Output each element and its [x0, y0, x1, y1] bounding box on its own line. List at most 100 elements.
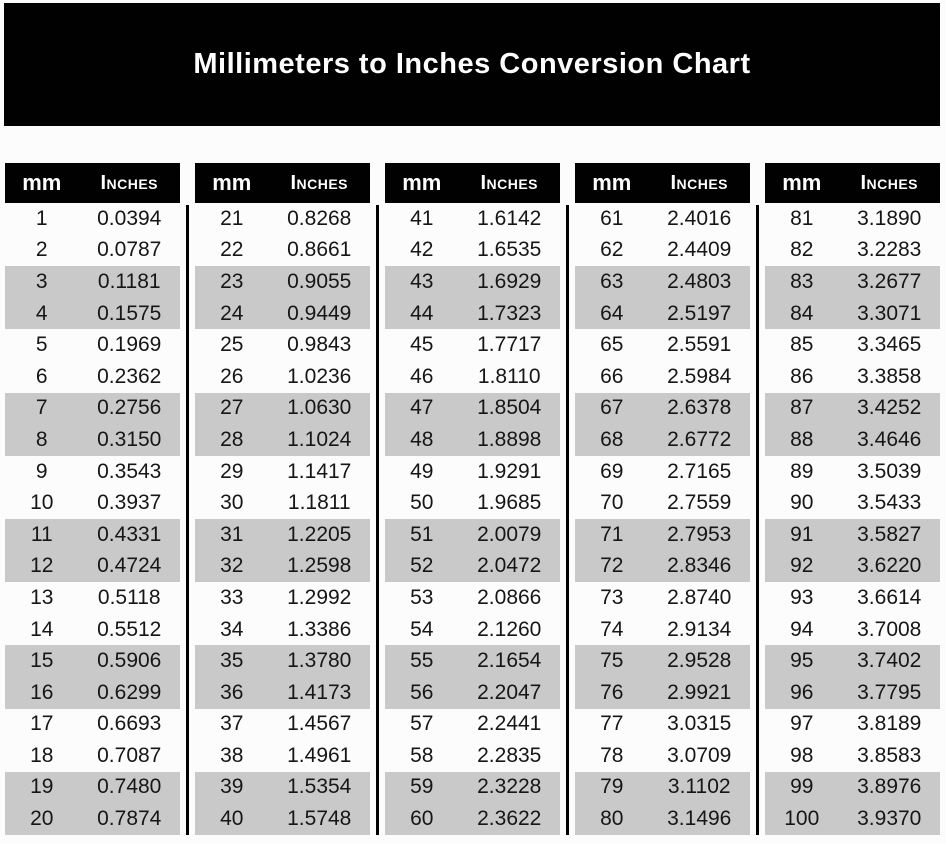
table-row: 49 1.9291: [385, 456, 560, 488]
table-row: 61 2.4016: [575, 203, 750, 235]
mm-cell: 90: [790, 491, 814, 515]
mm-cell: 32: [220, 554, 244, 578]
inches-cell: 2.1654: [477, 649, 542, 673]
table-row: 68 2.6772: [575, 424, 750, 456]
inches-cell: 1.6535: [477, 238, 542, 262]
inches-cell: 3.1102: [667, 775, 731, 799]
inches-cell: 1.5748: [287, 807, 352, 831]
inches-cell: 0.4724: [97, 554, 162, 578]
inches-cell: 3.1496: [667, 807, 732, 831]
table-row: 38 1.4961: [195, 740, 370, 772]
table-row: 18 0.7087: [5, 740, 180, 772]
table-row: 64 2.5197: [575, 297, 750, 330]
table-row: 62 2.4409: [575, 235, 750, 267]
table-row: 31 1.2205: [195, 518, 370, 551]
page-title: Millimeters to Inches Conversion Chart: [193, 48, 751, 80]
table-row: 37 1.4567: [195, 709, 370, 741]
table-row: 98 3.8583: [765, 740, 940, 772]
mm-cell: 28: [220, 427, 244, 451]
inches-cell: 3.6220: [857, 554, 922, 578]
inches-cell: 1.8110: [477, 364, 541, 388]
inches-cell: 3.0315: [667, 712, 732, 736]
mm-header-label: mm: [402, 170, 442, 195]
mm-cell: 43: [410, 269, 434, 293]
table-row: 17 0.6693: [5, 709, 180, 741]
inches-cell: 2.2441: [477, 712, 542, 736]
mm-cell: 21: [220, 206, 244, 230]
inches-cell: 1.4173: [287, 680, 352, 704]
column-group-header: mm Inches: [5, 163, 180, 203]
mm-cell: 65: [600, 333, 624, 357]
mm-cell: 75: [600, 649, 624, 673]
inches-cell: 0.9055: [287, 269, 352, 293]
mm-cell: 87: [790, 396, 814, 420]
table-row: 63 2.4803: [575, 266, 750, 298]
table-row: 45 1.7717: [385, 329, 560, 361]
mm-cell: 49: [410, 459, 434, 483]
mm-cell: 99: [790, 775, 814, 799]
mm-cell: 98: [790, 743, 814, 767]
mm-cell: 55: [410, 649, 434, 673]
inches-cell: 0.2756: [97, 396, 162, 420]
table-row: 30 1.1811: [195, 487, 370, 519]
inches-cell: 3.5827: [857, 522, 922, 546]
mm-cell: 46: [410, 364, 434, 388]
inches-cell: 2.2047: [477, 680, 542, 704]
inches-cell: 0.5906: [97, 649, 162, 673]
column-group-header: mm Inches: [195, 163, 370, 203]
inches-cell: 1.6142: [477, 206, 542, 230]
table-row: 89 3.5039: [765, 456, 940, 488]
mm-cell: 11: [30, 522, 53, 546]
inches-cell: 0.6693: [97, 712, 162, 736]
inches-cell: 1.6929: [477, 269, 542, 293]
inches-cell: 0.7480: [97, 775, 162, 799]
inches-cell: 2.4803: [667, 269, 732, 293]
mm-cell: 51: [410, 522, 434, 546]
table-row: 56 2.2047: [385, 676, 560, 709]
mm-cell: 81: [790, 206, 814, 230]
inches-cell: 3.5039: [857, 459, 922, 483]
mm-cell: 13: [30, 585, 54, 609]
mm-header-label: mm: [22, 170, 62, 195]
table-row: 16 0.6299: [5, 676, 180, 709]
inches-cell: 3.8583: [857, 743, 922, 767]
table-row: 14 0.5512: [5, 614, 180, 646]
mm-cell: 77: [600, 712, 624, 736]
mm-cell: 10: [30, 491, 54, 515]
table-row: 29 1.1417: [195, 456, 370, 488]
inches-cell: 1.1417: [287, 459, 352, 483]
inches-cell: 2.9134: [667, 617, 732, 641]
inches-cell: 1.4961: [287, 743, 352, 767]
mm-cell: 53: [410, 585, 434, 609]
mm-cell: 36: [220, 680, 244, 704]
table-column-group: mm Inches 1 0.0394 2 0.0787 3 0.1181 4 0.1575 5 0.1…: [5, 163, 180, 835]
table-row: 2 0.0787: [5, 235, 180, 267]
inches-cell: 2.4016: [667, 206, 732, 230]
inches-cell: 2.6378: [667, 396, 732, 420]
table-row: 74 2.9134: [575, 614, 750, 646]
inches-cell: 1.5354: [287, 775, 352, 799]
mm-cell: 6: [35, 364, 48, 388]
inches-cell: 1.1811: [287, 491, 351, 515]
table-row: 5 0.1969: [5, 329, 180, 361]
inches-header-label: Inches: [100, 171, 159, 194]
mm-cell: 44: [410, 301, 434, 325]
inches-cell: 1.2205: [287, 522, 352, 546]
mm-cell: 60: [410, 807, 434, 831]
mm-cell: 37: [220, 712, 244, 736]
mm-cell: 24: [220, 301, 244, 325]
mm-cell: 91: [790, 522, 814, 546]
inches-cell: 2.9921: [667, 680, 732, 704]
table-row: 40 1.5748: [195, 803, 370, 835]
inches-cell: 3.4252: [857, 396, 922, 420]
table-row: 58 2.2835: [385, 740, 560, 772]
mm-cell: 33: [220, 585, 244, 609]
inches-cell: 2.1260: [477, 617, 542, 641]
mm-cell: 72: [600, 554, 624, 578]
mm-cell: 64: [600, 301, 624, 325]
table-row: 32 1.2598: [195, 550, 370, 583]
mm-cell: 5: [35, 333, 48, 357]
table-row: 99 3.8976: [765, 771, 940, 804]
table-row: 70 2.7559: [575, 487, 750, 519]
